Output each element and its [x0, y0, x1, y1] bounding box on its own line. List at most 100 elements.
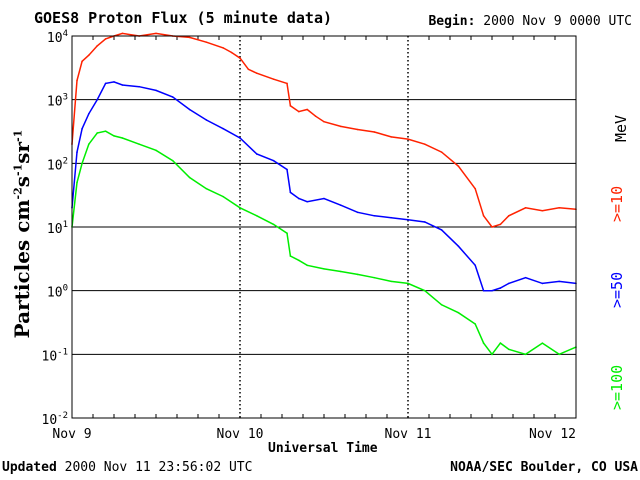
data-point: [286, 168, 288, 171]
data-point: [474, 264, 477, 267]
data-point: [390, 216, 393, 219]
chart-title: GOES8 Proton Flux (5 minute data): [34, 9, 333, 27]
updated-value: 2000 Nov 11 23:56:02 UTC: [64, 460, 253, 475]
data-point: [440, 229, 443, 231]
data-point: [96, 45, 98, 47]
data-point: [298, 259, 300, 262]
legend-series-ge100: >=100: [608, 364, 626, 410]
data-point: [255, 72, 258, 75]
series-100: [71, 130, 577, 356]
data-point: [491, 226, 493, 228]
data-point: [558, 353, 560, 356]
data-point: [121, 84, 124, 86]
data-point: [457, 311, 460, 314]
data-point: [96, 98, 98, 101]
x-tick-label: Nov 9: [52, 427, 91, 442]
data-point: [491, 353, 493, 356]
y-tick-labels: 10-2 10-1 100 101 102 103 104: [42, 29, 69, 428]
updated-label: Updated: [2, 460, 57, 475]
data-point: [373, 276, 376, 279]
data-point: [340, 125, 342, 128]
legend-series-ge50: >=50: [608, 271, 626, 308]
data-point: [289, 191, 292, 194]
data-point: [482, 289, 485, 292]
series-line: [71, 81, 577, 292]
data-point: [508, 282, 510, 285]
data-point: [88, 143, 90, 145]
y-tick-label: 10-2: [42, 411, 69, 428]
credit-text: NOAA/SEC Boulder, CO USA: [450, 460, 638, 475]
series-10: [71, 32, 577, 228]
data-point: [390, 136, 393, 138]
data-point: [298, 197, 300, 200]
data-point: [541, 342, 544, 344]
data-point: [239, 57, 241, 59]
data-point: [482, 214, 485, 217]
data-point: [138, 85, 140, 88]
data-point: [440, 303, 443, 306]
data-point: [121, 32, 124, 35]
data-point: [440, 151, 443, 153]
data-point: [558, 207, 560, 209]
data-point: [255, 153, 258, 155]
data-point: [81, 60, 83, 63]
data-point: [222, 47, 224, 49]
x-axis-label: Universal Time: [268, 441, 378, 456]
y-axis-label: Particles cm-2s-1sr-1: [10, 129, 34, 339]
series-layer: [71, 32, 577, 356]
data-point: [286, 82, 288, 85]
data-point: [113, 135, 115, 137]
data-point: [121, 137, 124, 139]
data-point: [272, 159, 275, 162]
plot-frame: [71, 35, 577, 419]
data-point: [424, 143, 426, 145]
data-point: [205, 41, 208, 43]
data-point: [222, 195, 224, 198]
data-point: [424, 289, 426, 292]
data-point: [340, 204, 342, 206]
data-point: [289, 105, 292, 107]
legend-unit-mev: MeV: [612, 114, 630, 142]
data-point: [247, 68, 250, 71]
data-point: [155, 32, 157, 35]
data-point: [314, 115, 317, 117]
updated-timestamp: Updated 2000 Nov 11 23:56:02 UTC: [2, 460, 252, 475]
data-point: [356, 128, 359, 131]
data-point: [76, 181, 78, 184]
data-point: [541, 209, 544, 212]
data-point: [286, 232, 288, 234]
data-point: [491, 289, 493, 292]
data-point: [457, 245, 460, 247]
data-point: [558, 280, 560, 283]
y-tick-label: 100: [47, 284, 68, 301]
data-point: [474, 323, 477, 325]
begin-value: 2000 Nov 9 0000 UTC: [483, 14, 632, 29]
data-point: [138, 143, 140, 145]
data-point: [541, 282, 544, 285]
series-50: [71, 81, 577, 292]
data-point: [239, 207, 241, 209]
data-point: [499, 223, 502, 226]
begin-label: Begin:: [428, 14, 476, 29]
data-point: [524, 276, 527, 279]
data-point: [524, 207, 527, 209]
data-point: [508, 214, 510, 217]
data-point: [239, 137, 241, 139]
data-point: [272, 78, 275, 80]
data-point: [104, 82, 107, 85]
data-point: [289, 255, 292, 257]
data-point: [407, 282, 409, 285]
x-tick-label: Nov 10: [217, 427, 264, 442]
data-point: [373, 214, 376, 217]
legend-series-ge10: >=10: [608, 185, 626, 222]
data-point: [104, 38, 107, 40]
data-point: [222, 127, 224, 130]
data-point: [482, 342, 485, 344]
data-point: [323, 197, 325, 200]
data-point: [96, 132, 98, 134]
data-point: [474, 187, 477, 190]
data-point: [340, 270, 342, 273]
data-point: [205, 119, 208, 121]
y-tick-label: 104: [47, 29, 68, 46]
data-point: [356, 211, 359, 214]
